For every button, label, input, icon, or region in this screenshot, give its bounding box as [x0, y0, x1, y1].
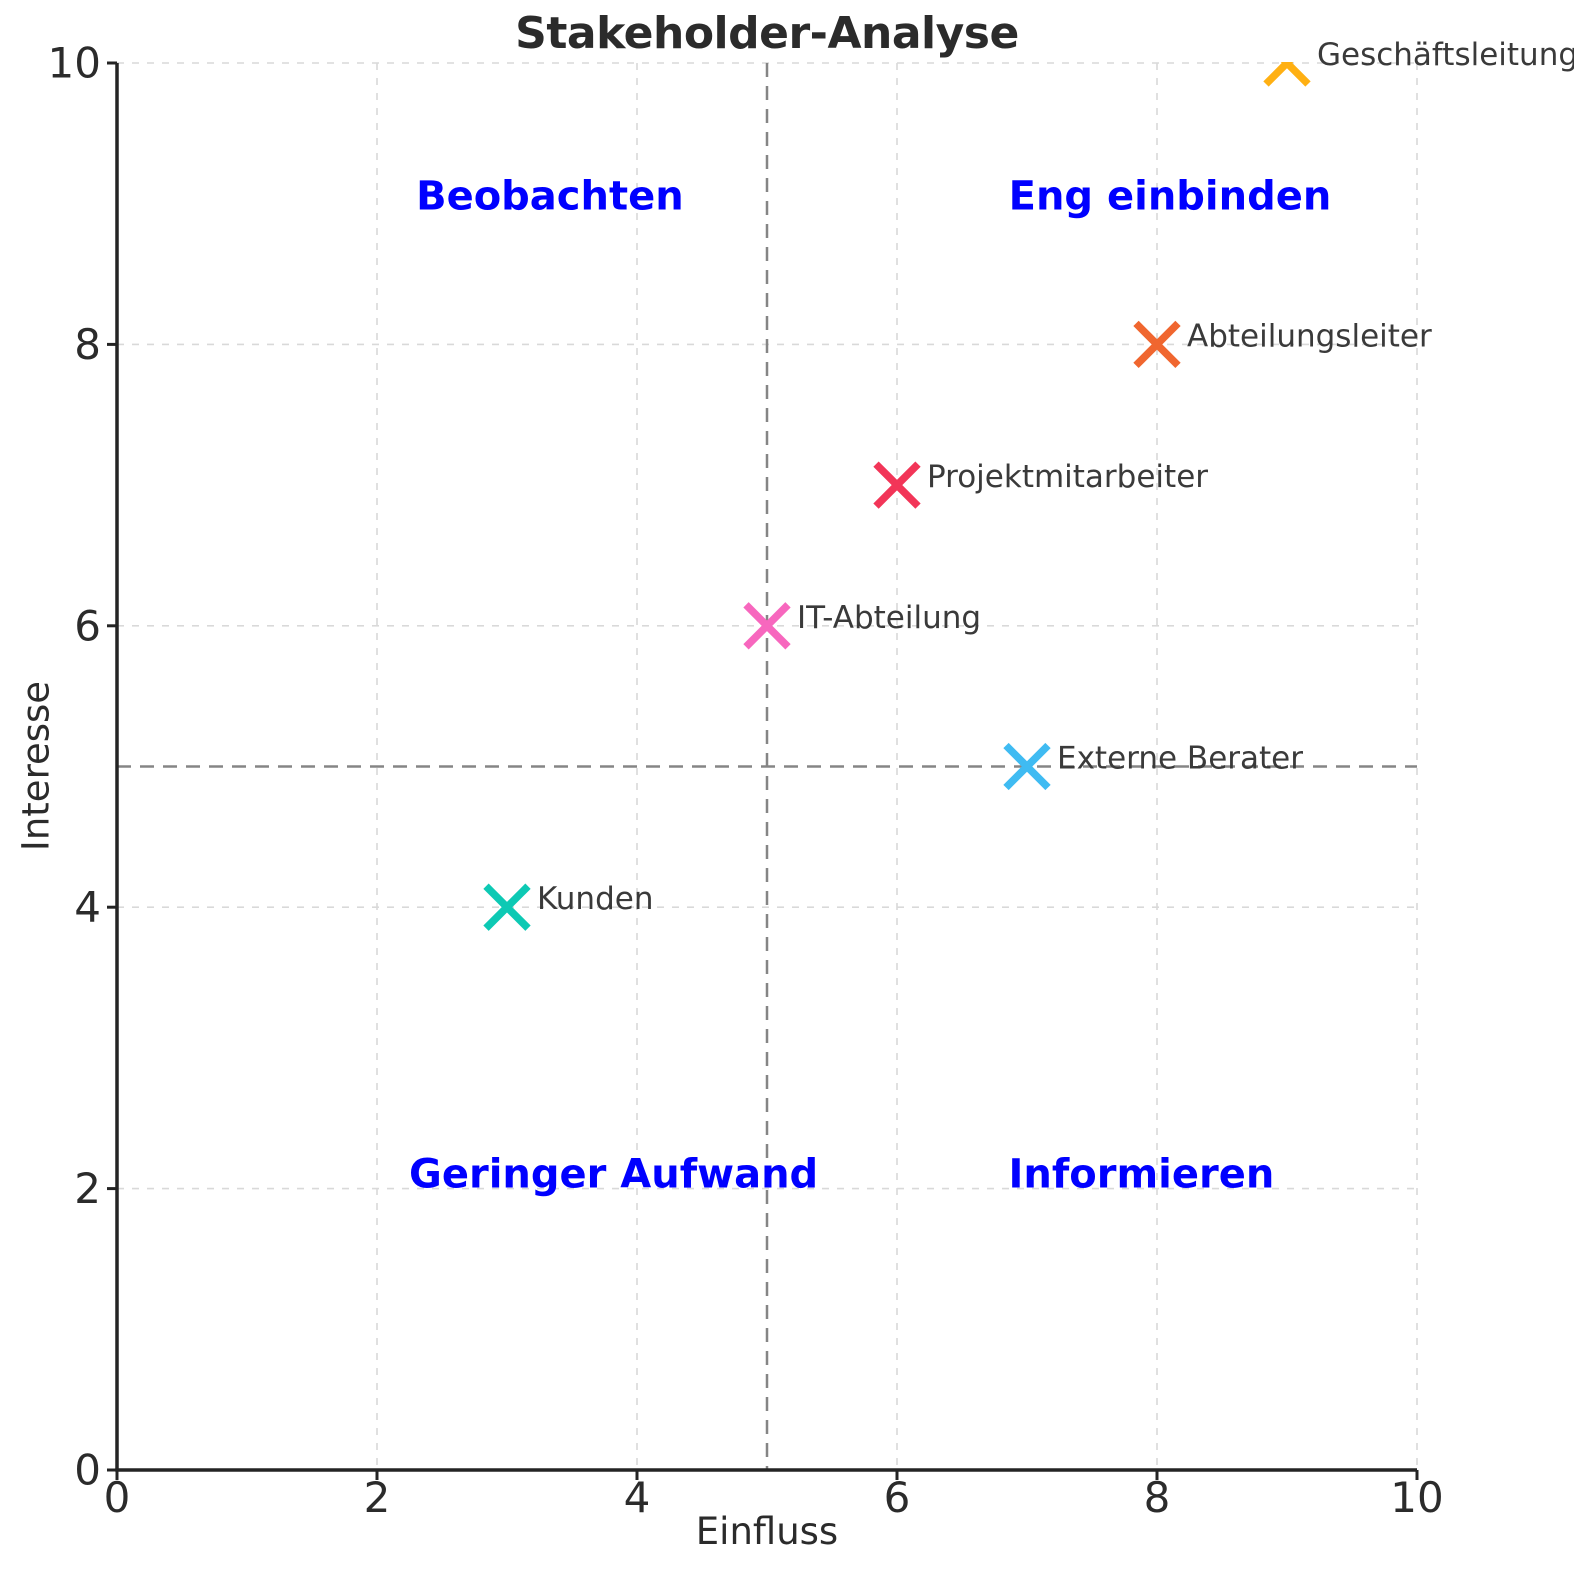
chart-title: Stakeholder-Analyse: [515, 8, 1019, 59]
marker-externe-berater: [1003, 742, 1051, 791]
quadrant-label-eng-einbinden: Eng einbinden: [1009, 174, 1332, 220]
x-axis-label: Einfluss: [695, 1510, 839, 1553]
x-tick-label-4: 4: [624, 1473, 651, 1522]
point-label-projektmitarbeiter: Projektmitarbeiter: [927, 459, 1208, 495]
y-axis-label: Interesse: [14, 680, 58, 852]
point-label-geschäftsleitung: Geschäftsleitung: [1317, 37, 1574, 73]
y-tick-label-8: 8: [74, 320, 101, 369]
point-label-kunden: Kunden: [537, 881, 653, 917]
y-tick-label-0: 0: [74, 1446, 101, 1495]
markers-group: [483, 62, 1311, 931]
y-tick-label-2: 2: [74, 1164, 101, 1213]
x-tick-label-0: 0: [104, 1473, 131, 1522]
marker-geschäftsleitung: [1263, 62, 1311, 87]
marker-projektmitarbeiter: [873, 461, 921, 509]
marker-abteilungsleiter: [1133, 320, 1181, 369]
x-tick-label-8: 8: [1144, 1473, 1171, 1522]
x-tick-label-6: 6: [884, 1473, 911, 1522]
x-tick-label-2: 2: [364, 1473, 391, 1522]
x-tick-label-10: 10: [1390, 1473, 1443, 1522]
point-label-abteilungsleiter: Abteilungsleiter: [1187, 318, 1432, 354]
quadrant-label-informieren: Informieren: [1008, 1152, 1274, 1198]
point-label-it-abteilung: IT-Abteilung: [797, 600, 981, 636]
point-label-externe-berater: Externe Berater: [1057, 741, 1303, 777]
quadrant-label-geringer-aufwand: Geringer Aufwand: [409, 1152, 818, 1198]
quadrant-label-beobachten: Beobachten: [416, 174, 684, 220]
y-tick-label-4: 4: [74, 883, 101, 932]
y-tick-label-10: 10: [48, 39, 101, 88]
y-tick-label-6: 6: [74, 601, 101, 650]
marker-kunden: [483, 883, 531, 931]
marker-it-abteilung: [743, 602, 791, 650]
